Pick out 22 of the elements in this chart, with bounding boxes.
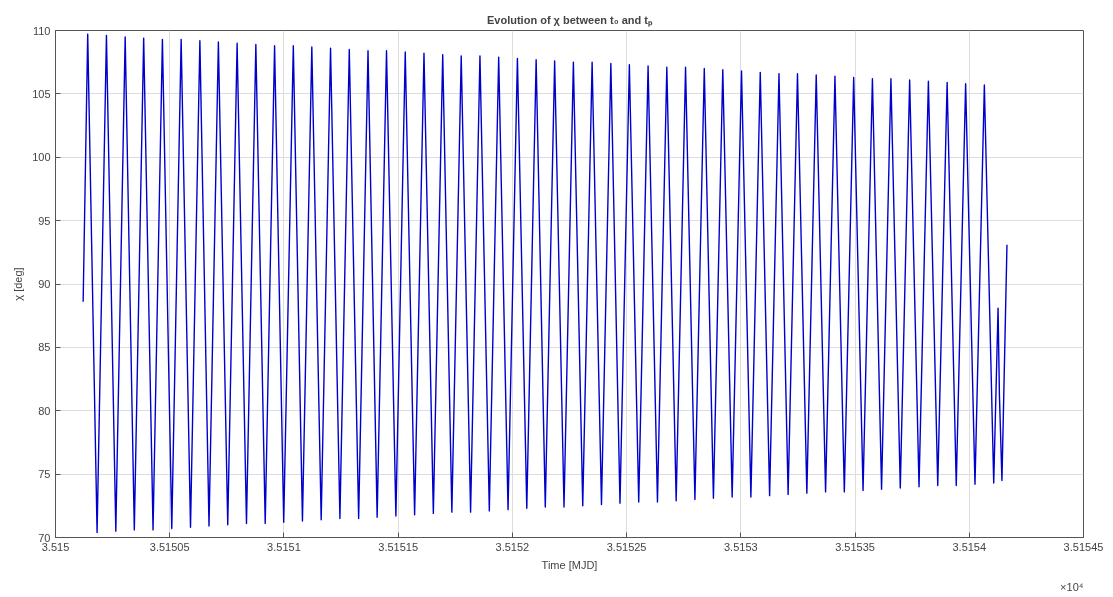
- y-tick-label: 110: [32, 24, 51, 37]
- x-axis-title: Time [MJD]: [541, 558, 598, 571]
- y-tick-label: 85: [38, 341, 51, 354]
- y-tick-label: 105: [32, 87, 51, 100]
- chart-title: Evolution of χ between t₀ and tₚ: [487, 13, 653, 27]
- y-tick-label: 100: [32, 151, 51, 164]
- x-tick-label: 3.51535: [835, 540, 875, 553]
- x-tick-label: 3.51515: [378, 540, 419, 553]
- y-tick-label: 80: [38, 404, 51, 417]
- text: ×10⁴: [1060, 580, 1084, 593]
- x-tick-label: 3.5153: [724, 540, 758, 553]
- y-tick-label: 95: [38, 214, 51, 227]
- x-tick-label: 3.5154: [952, 540, 987, 553]
- x-tick-label: 3.51505: [149, 540, 190, 553]
- x-tick-label: 3.5151: [267, 540, 301, 553]
- y-axis-title: χ [deg]: [12, 267, 25, 301]
- x-tick-label: 3.51525: [606, 540, 647, 553]
- y-tick-label: 90: [38, 278, 51, 290]
- line-series: [82, 33, 1008, 534]
- x-tick-label: 3.51545: [1063, 540, 1104, 553]
- y-tick-label: 75: [38, 468, 51, 481]
- x-tick-label: 3.5152: [495, 540, 530, 553]
